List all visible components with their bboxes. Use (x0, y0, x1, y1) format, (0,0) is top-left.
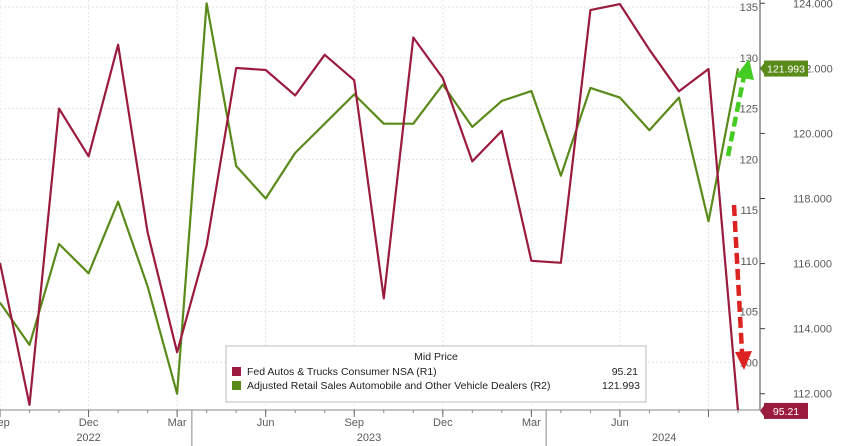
left-tick-label: 120 (740, 154, 758, 166)
year-label: 2024 (652, 432, 676, 444)
up-arrow-head (735, 59, 754, 80)
badge-fed-label: 95.21 (773, 406, 799, 418)
right-tick-label: 116.000 (793, 259, 832, 271)
legend-value-fed: 95.21 (612, 366, 638, 378)
legend-label-retail: Adjusted Retail Sales Automobile and Oth… (247, 380, 551, 392)
x-tick-label: Dec (433, 417, 453, 429)
right-tick-label: 124.000 (793, 0, 833, 10)
x-tick-label: Mar (522, 417, 541, 429)
legend-title: Mid Price (414, 351, 458, 363)
year-label: 2023 (357, 432, 381, 444)
year-label: 2022 (76, 432, 100, 444)
x-axis: Sep Dec Mar Jun Sep Dec Mar Jun 2022 2023 2024 (0, 410, 739, 446)
x-tick-label: Sep (344, 417, 364, 429)
series-lines (0, 2, 740, 410)
x-tick-label: Mar (168, 417, 187, 429)
left-tick-label: 115 (740, 205, 758, 217)
value-badges: 121.993 95.21 (760, 60, 808, 419)
annotations (725, 59, 754, 370)
badge-retail-label: 121.993 (767, 64, 805, 76)
badge-fed-box (764, 402, 808, 419)
legend-value-retail: 121.993 (602, 380, 640, 392)
legend-swatch-fed (232, 367, 241, 376)
left-tick-label: 105 (740, 307, 758, 319)
down-arrow-shaft (731, 204, 745, 353)
left-tick-label: 135 (740, 2, 758, 14)
up-arrow-shaft (725, 75, 747, 157)
right-tick-label: 112.000 (793, 389, 832, 401)
left-tick-label: 125 (740, 104, 758, 116)
legend-label-fed: Fed Autos & Trucks Consumer NSA (R1) (247, 366, 437, 378)
legend: Mid Price Fed Autos & Trucks Consumer NS… (225, 345, 647, 403)
x-tick-label: Jun (257, 417, 275, 429)
x-tick-label: Sep (0, 417, 10, 429)
right-axis: 112.000114.000116.000118.000120.000122.0… (760, 0, 833, 401)
series-line-fed (0, 2, 740, 410)
badge-retail-box (764, 60, 808, 77)
right-tick-label: 120.000 (793, 128, 833, 140)
left-tick-label: 130 (740, 53, 758, 65)
down-arrow-head (735, 351, 752, 370)
x-tick-label: Jun (611, 417, 629, 429)
series-line-retail (0, 2, 740, 395)
legend-swatch-retail (232, 381, 241, 390)
right-tick-label: 114.000 (793, 324, 832, 336)
legend-box (225, 345, 647, 403)
left-tick-label: 110 (740, 256, 758, 268)
x-tick-label: Dec (79, 417, 99, 429)
right-tick-label: 118.000 (793, 193, 832, 205)
